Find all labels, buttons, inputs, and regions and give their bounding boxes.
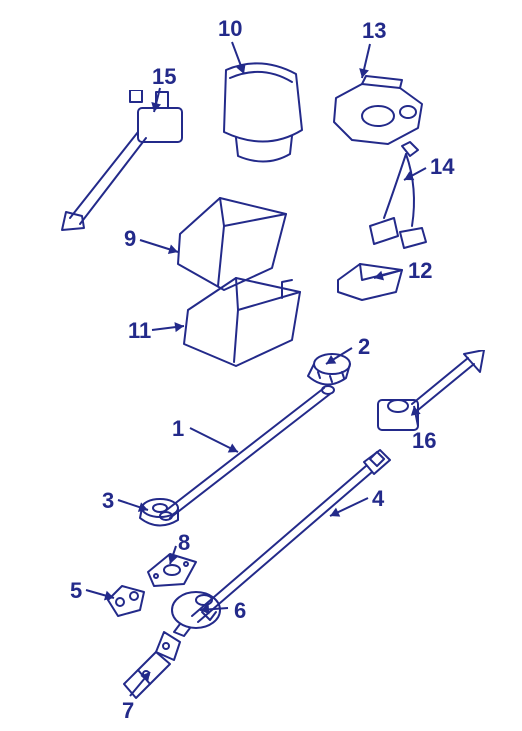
callout-13: 13 bbox=[362, 20, 386, 42]
callout-10: 10 bbox=[218, 18, 242, 40]
callout-7: 7 bbox=[122, 700, 134, 722]
callout-6: 6 bbox=[234, 600, 246, 622]
part-coupling-clamp bbox=[100, 578, 152, 620]
part-upper-column-cover bbox=[206, 60, 316, 170]
callout-2: 2 bbox=[358, 336, 370, 358]
part-wiper-switch-lever bbox=[368, 350, 488, 440]
callout-12: 12 bbox=[408, 260, 432, 282]
callout-15: 15 bbox=[152, 66, 176, 88]
part-shaft-bushing bbox=[134, 494, 182, 534]
callout-3: 3 bbox=[102, 490, 114, 512]
callout-8: 8 bbox=[178, 532, 190, 554]
part-lower-universal-joint bbox=[116, 626, 196, 706]
callout-16: 16 bbox=[412, 430, 436, 452]
callout-4: 4 bbox=[372, 488, 384, 510]
part-lower-column-cover bbox=[172, 270, 312, 370]
callout-1: 1 bbox=[172, 418, 184, 440]
part-accessory-bracket bbox=[332, 258, 412, 304]
callout-11: 11 bbox=[128, 320, 151, 342]
callout-5: 5 bbox=[70, 580, 82, 602]
diagram-stage: 12345678910111213141516 bbox=[0, 0, 522, 731]
callout-14: 14 bbox=[430, 156, 454, 178]
callout-9: 9 bbox=[124, 228, 136, 250]
